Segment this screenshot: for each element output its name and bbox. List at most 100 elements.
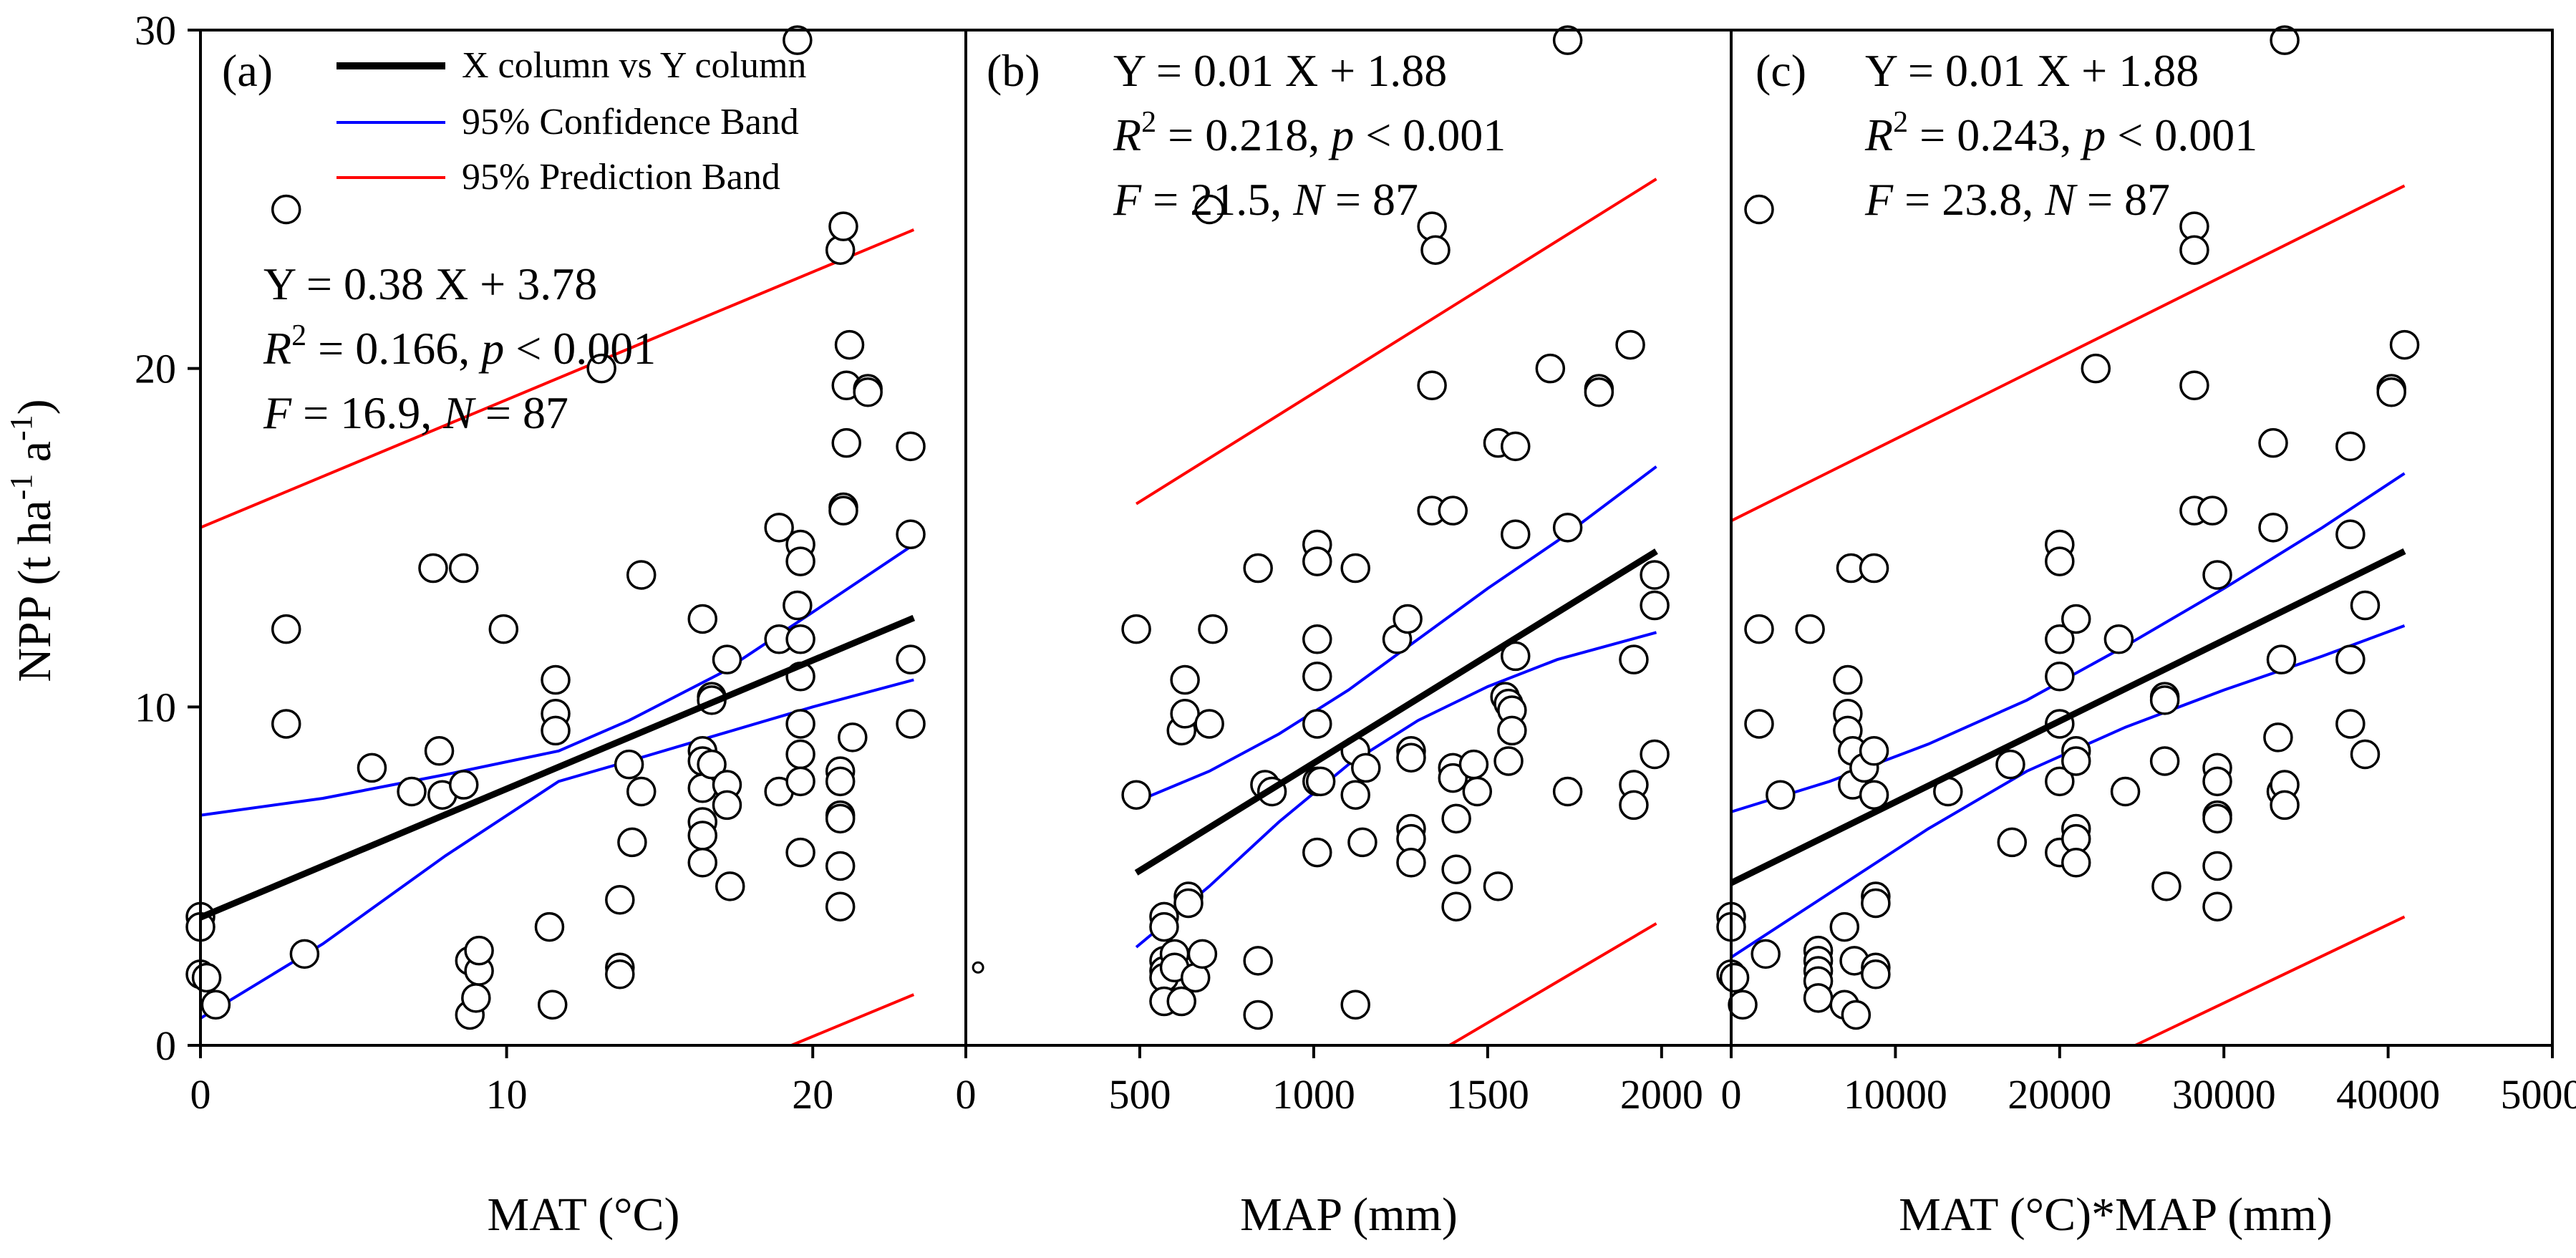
data-point [1351,753,1381,783]
data-point [1198,614,1228,644]
data-point [191,962,222,993]
x-tick-label: 30000 [2172,1071,2276,1118]
data-point [448,553,479,584]
data-point [537,990,568,1020]
data-point [896,709,926,739]
data-point [1243,553,1273,584]
data-point [2258,513,2288,543]
data-point [2081,353,2111,384]
data-point [825,803,856,834]
y-tick-label: 0 [155,1022,176,1069]
panel-a-fn: F = 16.9, N = 87 [263,387,568,438]
data-point [1302,546,1332,576]
regression-line [1730,548,2406,886]
data-point [2266,644,2297,674]
data-point [2376,377,2406,407]
panel-b-r2: R2 = 0.218, p < 0.001 [1113,106,1506,160]
data-point [1861,888,1891,919]
data-point [2335,519,2366,550]
data-point [764,513,794,543]
data-point [586,353,616,384]
data-point [1396,848,1426,878]
data-point [1149,911,1179,942]
x-axis-label-b: MAP (mm) [1240,1189,1458,1241]
x-tick-label: 40000 [2336,1071,2440,1118]
data-point [785,837,815,868]
data-point [1584,377,1614,407]
data-point [1500,519,1531,550]
data-point [448,770,479,800]
data-point [1417,370,1447,401]
data-point [828,211,858,241]
x-tick-label: 20 [792,1071,833,1118]
data-point [1500,431,1531,462]
data-point [614,749,644,780]
x-tick-label: 10 [486,1071,528,1118]
data-point [1615,329,1645,360]
data-point [1493,746,1524,776]
data-point [896,644,926,674]
panel-a-r2: R2 = 0.166, p < 0.001 [263,319,656,374]
data-point [1500,641,1531,672]
panel-a: 0 10 20 [185,25,984,1118]
data-point [783,25,813,55]
data-point [461,983,491,1013]
data-point [1187,939,1218,969]
data-point [1441,803,1471,834]
panel-c-r2: R2 = 0.243, p < 0.001 [1864,106,2257,160]
data-point [397,776,427,807]
data-point [2335,709,2366,739]
x-axis-label-c: MAT (°C)*MAP (mm) [1899,1189,2333,1241]
data-point [464,935,494,966]
data-point [1438,495,1468,526]
data-point [2061,604,2091,634]
panel-c-fn: F = 23.8, N = 87 [1864,174,2170,225]
data-point [853,377,883,407]
data-point [271,194,301,225]
data-point [2197,495,2227,526]
data-point [785,766,815,797]
x-tick-label: 1500 [1446,1071,1529,1118]
data-point [1173,888,1204,919]
prediction-band-upper [1730,184,2406,523]
data-point [1441,891,1471,921]
panel-a-stats: Y = 0.38 X + 3.78 R2 = 0.166, p < 0.001 … [263,258,656,438]
data-point [1995,749,2025,780]
data-point [1744,709,1774,739]
x-tick-label: 2000 [1620,1071,1703,1118]
data-point [2149,746,2180,776]
data-point [605,959,635,990]
data-point [626,776,657,807]
data-point [2149,685,2180,715]
data-point [2202,891,2232,921]
data-point [1619,644,1649,674]
panel-a-equation: Y = 0.38 X + 3.78 [263,258,597,309]
data-point [1340,780,1370,810]
data-point [1795,614,1825,644]
data-point [1861,959,1891,990]
data-point [2045,624,2075,654]
data-point [1483,871,1514,901]
data-point [1619,790,1649,821]
data-point [687,821,718,851]
data-point [1552,25,1583,55]
data-point [2061,848,2091,878]
panel-b-equation: Y = 0.01 X + 1.88 [1113,45,1447,96]
data-point [1194,194,1224,225]
data-point [785,739,815,770]
data-point [896,519,926,550]
data-point [2110,776,2141,807]
data-point [1302,624,1332,654]
x-tick-label: 0 [956,1071,977,1118]
data-point [541,715,571,746]
data-point [1347,827,1377,858]
data-point [834,329,865,360]
data-point [2202,851,2232,881]
y-tick-label: 20 [135,346,176,392]
data-point [1458,749,1489,780]
data-point [1552,513,1583,543]
data-point [1302,662,1332,692]
data-point [1751,939,1781,969]
